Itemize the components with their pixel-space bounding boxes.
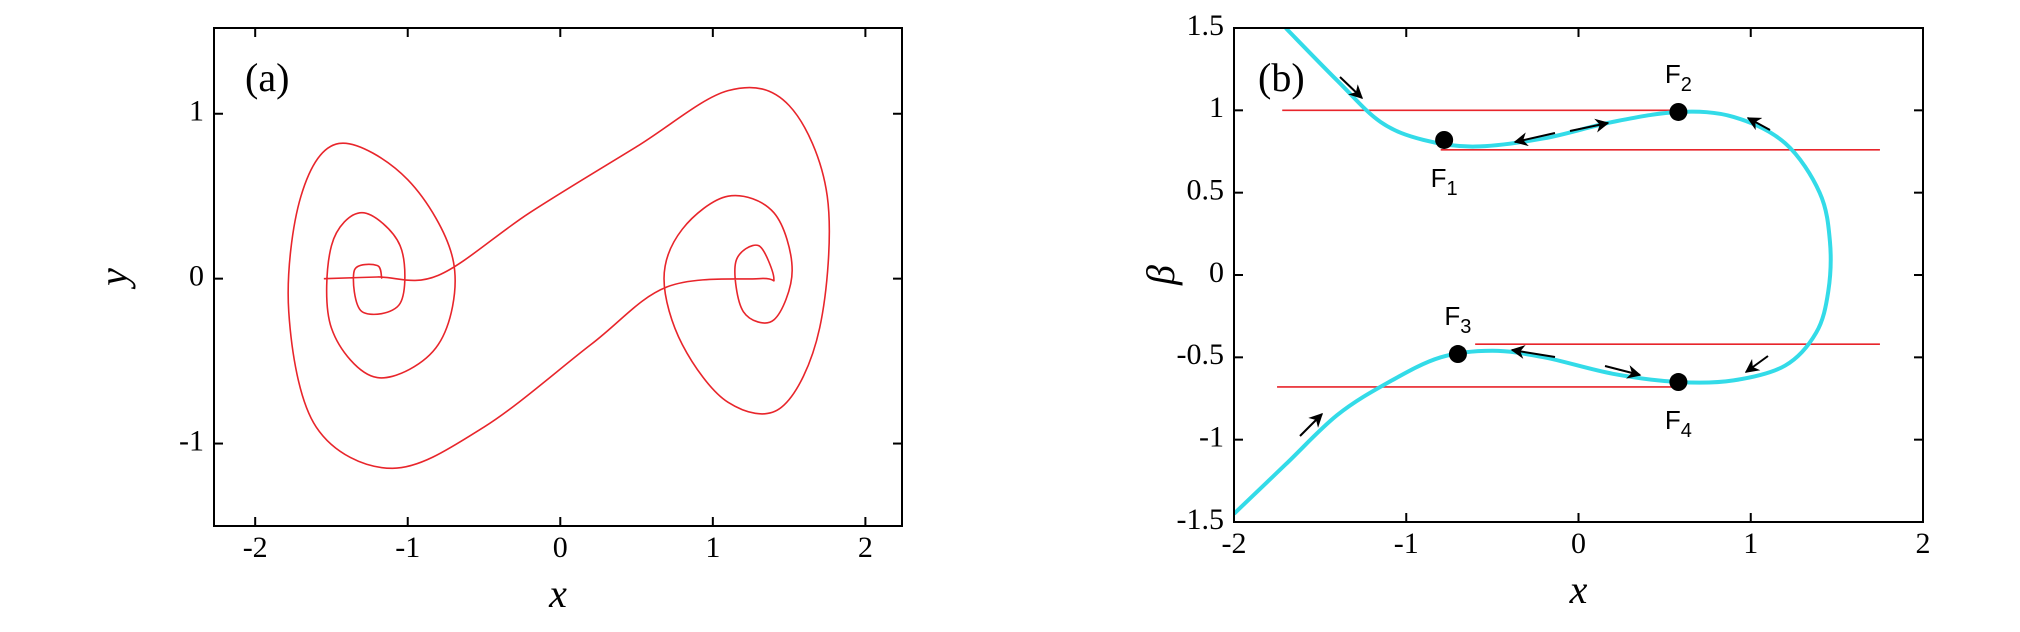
label-sub: 4 [1681, 420, 1692, 442]
x-axis-label: x [548, 571, 567, 616]
y-axis-label: β [1138, 265, 1183, 286]
plot-area [1234, 28, 1880, 516]
panel-label: (a) [245, 55, 289, 100]
x-tick-label: 2 [1916, 527, 1931, 560]
label-sub: 3 [1460, 316, 1471, 338]
fixed-point [1669, 373, 1688, 392]
x-axis-label: x [1569, 567, 1588, 612]
y-tick-label: 1.5 [1187, 9, 1225, 42]
label-sub: 1 [1447, 178, 1458, 200]
curve [1234, 28, 1833, 516]
label-sub: 2 [1681, 74, 1692, 96]
arrow [1744, 355, 1769, 373]
fixed-point [1435, 130, 1454, 149]
x-tick-label: 0 [1571, 527, 1586, 560]
point-label: F1 [1431, 163, 1458, 200]
arrow [1746, 117, 1771, 131]
y-axis-label: y [91, 268, 136, 290]
y-tick-label: -0.5 [1177, 338, 1225, 371]
flow-arrows [1299, 76, 1771, 437]
curve [287, 86, 831, 470]
y-tick-label: 0 [189, 260, 204, 293]
x-tick-label: 0 [553, 531, 568, 564]
plot-area [287, 86, 831, 470]
panel: -2 -1 0 1 2 -1 0 1 x y (a) [91, 27, 903, 616]
fixed-point [1448, 345, 1467, 364]
panel-label: (b) [1258, 55, 1305, 100]
label-main: F [1431, 163, 1447, 193]
y-tick-label: 0.5 [1187, 174, 1225, 207]
label-main: F [1444, 301, 1460, 331]
y-tick-label: -1 [1199, 421, 1224, 454]
label-main: F [1665, 59, 1681, 89]
arrow [1604, 365, 1642, 379]
x-tick-label: 2 [858, 531, 873, 564]
point-label: F2 [1665, 59, 1692, 96]
fixed-point [1669, 102, 1688, 121]
arrow [1513, 132, 1556, 147]
label-main: F [1665, 405, 1681, 435]
point-label: F3 [1444, 301, 1471, 338]
arrow [1339, 76, 1364, 99]
arrow [1299, 413, 1323, 437]
x-tick-label: 1 [705, 531, 720, 564]
arrow [1510, 345, 1556, 359]
x-tick-label: 1 [1743, 527, 1758, 560]
y-tick-label: 1 [1209, 91, 1224, 124]
arrow [1569, 118, 1610, 133]
axes-frame [1233, 27, 1924, 523]
x-tick-label: -2 [1222, 527, 1247, 560]
y-tick-label: 1 [189, 95, 204, 128]
x-tick-label: -1 [395, 531, 420, 564]
x-tick-label: -1 [1394, 527, 1419, 560]
point-label: F4 [1665, 405, 1692, 442]
y-tick-label: 0 [1209, 256, 1224, 289]
y-tick-label: -1.5 [1177, 503, 1225, 536]
y-tick-label: -1 [179, 424, 204, 457]
x-tick-label: -2 [243, 531, 268, 564]
axes-frame [213, 27, 903, 527]
